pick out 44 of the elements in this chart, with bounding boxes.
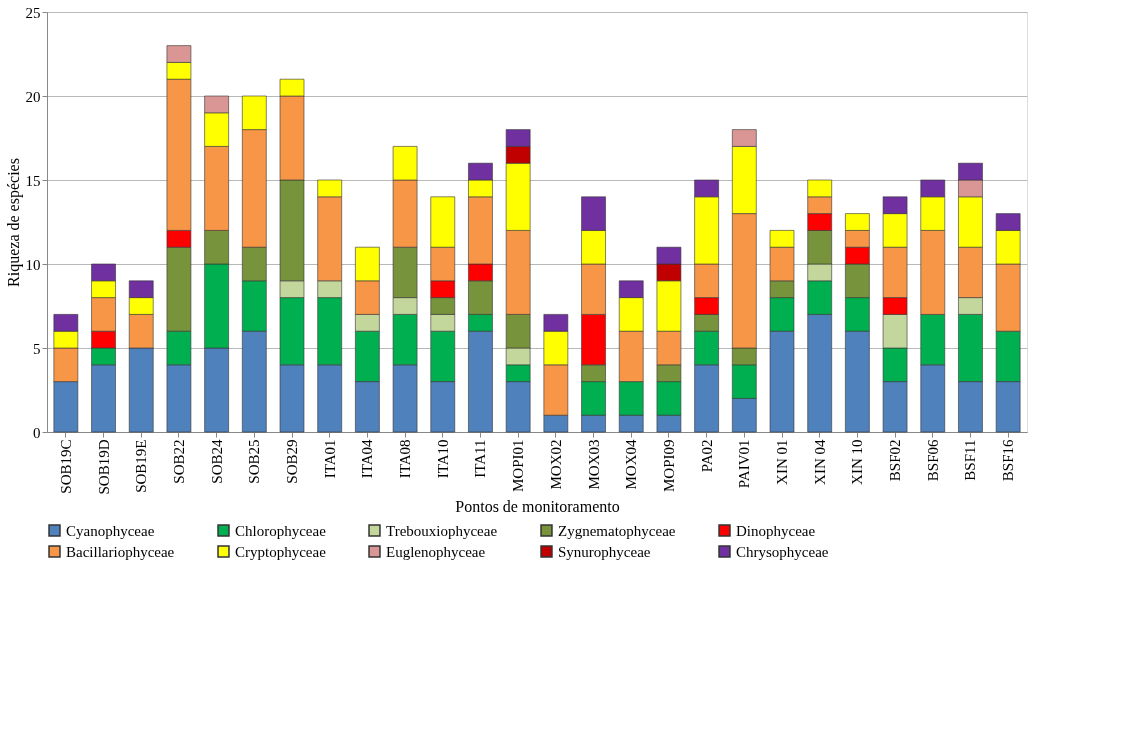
x-tick-label: ITA11 bbox=[472, 439, 489, 478]
x-tick-label: SOB19C bbox=[57, 439, 74, 494]
x-tick-label: SOB22 bbox=[170, 439, 187, 484]
x-tick-label: ITA01 bbox=[321, 439, 338, 479]
x-tick-label: ITA10 bbox=[434, 439, 451, 479]
y-tick-label: 5 bbox=[33, 340, 41, 357]
y-tick-label: 15 bbox=[25, 172, 41, 189]
legend-label: Synurophyceae bbox=[558, 543, 651, 560]
legend-label: Euglenophyceae bbox=[386, 543, 486, 560]
x-tick-label: ITA08 bbox=[397, 439, 414, 479]
legend-label: Chrysophyceae bbox=[736, 543, 829, 560]
x-tick-label: SOB29 bbox=[284, 439, 300, 484]
x-tick-label: SOB25 bbox=[246, 439, 263, 484]
x-tick-label: BSF11 bbox=[962, 439, 979, 481]
x-tick-label: SOB19E bbox=[133, 439, 150, 493]
y-tick-label: 25 bbox=[25, 4, 41, 21]
x-tick-label: MOPI09 bbox=[660, 439, 677, 493]
y-axis-title: Riqueza de espécies bbox=[4, 158, 23, 287]
x-tick-label: MOX03 bbox=[585, 439, 602, 490]
x-tick-label: ITA04 bbox=[359, 439, 376, 479]
x-tick-label: PA02 bbox=[698, 439, 715, 473]
x-tick-label: MOPI01 bbox=[510, 439, 527, 493]
legend-label: Zygnematophyceae bbox=[558, 522, 676, 539]
x-tick-label: XIN 01 bbox=[774, 439, 790, 485]
y-tick-label: 20 bbox=[25, 88, 41, 105]
x-tick-label: BSF16 bbox=[1000, 439, 1017, 482]
x-tick-label: PAIV01 bbox=[736, 439, 753, 489]
x-tick-label: MOX02 bbox=[547, 439, 564, 490]
x-tick-label: BSF06 bbox=[924, 439, 941, 482]
x-tick-label: SOB19D bbox=[95, 439, 112, 495]
legend-label: Bacillariophyceae bbox=[66, 543, 175, 560]
y-tick-label: 0 bbox=[33, 424, 41, 441]
x-tick-label: XIN 10 bbox=[849, 439, 866, 485]
x-tick-label: SOB24 bbox=[208, 439, 225, 484]
legend-label: Chlorophyceae bbox=[235, 522, 327, 539]
x-tick-label: MOX04 bbox=[623, 439, 640, 490]
legend-label: Dinophyceae bbox=[736, 522, 816, 539]
x-tick-label: BSF02 bbox=[887, 439, 904, 482]
x-axis-title: Pontos de monitoramento bbox=[455, 497, 620, 515]
legend-label: Cryptophyceae bbox=[235, 543, 327, 560]
x-tick-label: XIN 04 bbox=[811, 439, 828, 485]
legend-label: Trebouxiophyceae bbox=[386, 522, 498, 539]
y-tick-label: 10 bbox=[25, 256, 41, 273]
legend-label: Cyanophyceae bbox=[66, 522, 155, 539]
